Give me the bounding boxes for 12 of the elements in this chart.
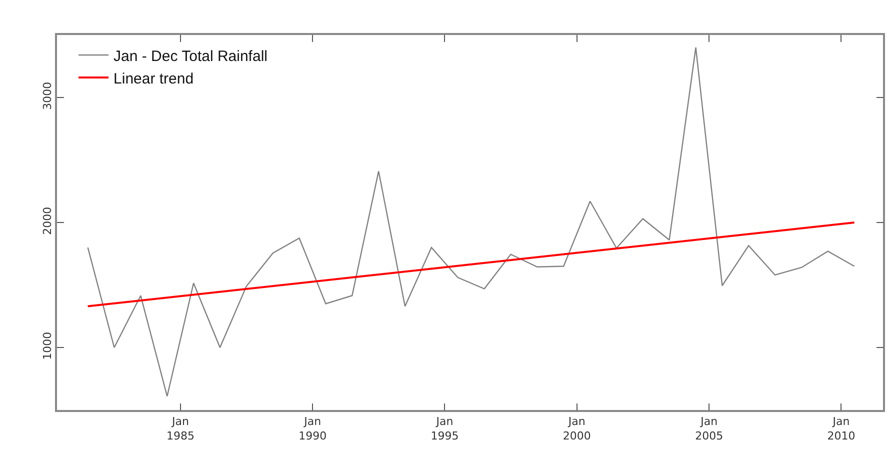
x-tick-label: Jan 2010 <box>827 414 856 442</box>
x-tick-label: Jan 2005 <box>695 414 724 442</box>
legend-label: Jan - Dec Total Rainfall <box>114 48 268 65</box>
x-tick-label: Jan 1985 <box>166 414 194 442</box>
line-series <box>87 46 855 397</box>
x-tick-label: Jan 1995 <box>430 414 459 442</box>
y-tick-label: 1000 <box>40 332 54 360</box>
legend-label: Linear trend <box>114 70 194 88</box>
x-tick-label: Jan 1990 <box>298 414 327 442</box>
y-tick-label: 3000 <box>40 82 54 110</box>
x-tick-label: Jan 2000 <box>562 414 591 442</box>
y-tick-label: 2000 <box>40 206 54 235</box>
